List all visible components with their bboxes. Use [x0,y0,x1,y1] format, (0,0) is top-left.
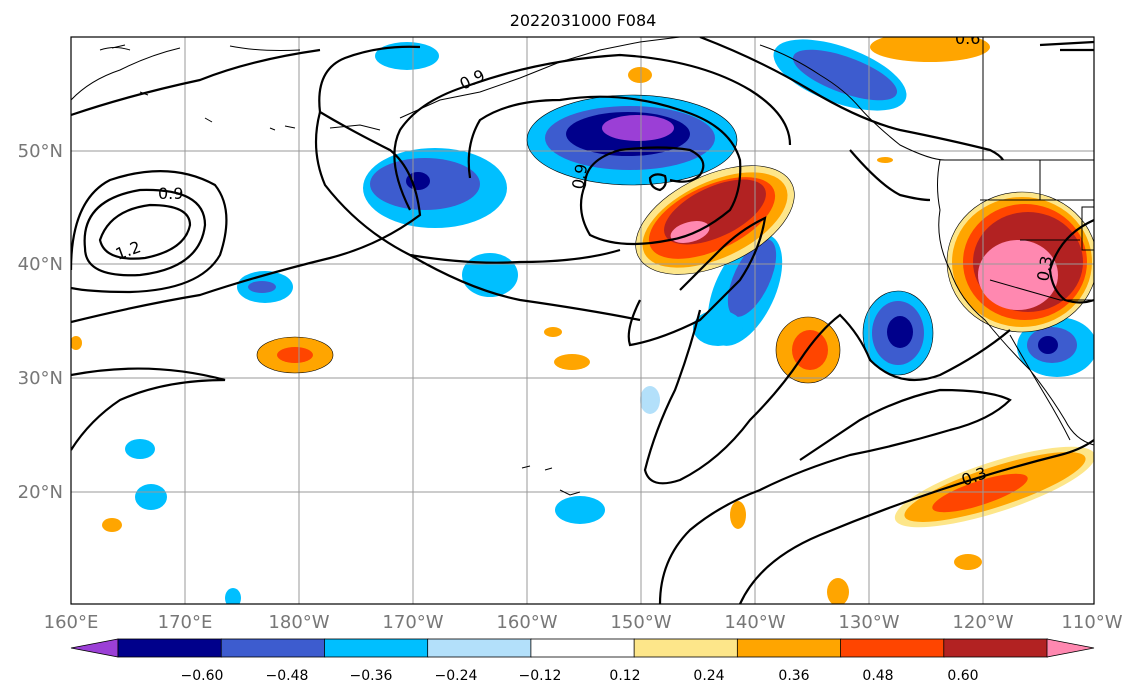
x-tick-label: 160°W [496,612,557,633]
contour-lines [71,37,1094,604]
x-axis-labels: 160°E 170°E 180°W 170°W 160°W 150°W 140°… [44,612,1123,633]
colorbar-tick-labels: −0.60 −0.48 −0.36 −0.24 −0.12 0.12 0.24 … [181,668,979,684]
x-tick-label: 170°W [382,612,443,633]
colorbar-tick-label: 0.36 [778,668,809,684]
colorbar-segment [530,638,636,658]
colorbar-tick-label: 0.48 [862,668,893,684]
gridlines [71,37,1094,604]
map-title: 2022031000 F084 [510,11,657,30]
contour-label: 0.9 [158,184,183,203]
colorbar-tick-label: 0.24 [693,668,724,684]
x-tick-label: 170°E [158,612,213,633]
colorbar-segment [324,638,429,658]
colorbar: −0.60 −0.48 −0.36 −0.24 −0.12 0.12 0.24 … [70,638,1095,684]
colorbar-segment [220,638,326,658]
colorbar-segment [427,638,532,658]
x-tick-label: 130°W [838,612,899,633]
colorbar-tick-label: −0.60 [181,668,224,684]
colorbar-segment [633,638,739,658]
colorbar-tick-label: 0.12 [609,668,640,684]
x-tick-label: 110°W [1061,612,1122,633]
colorbar-segment [1046,638,1095,658]
contour-label: 0.3 [1033,254,1056,282]
contour-label: 0.6 [955,29,980,48]
y-axis-labels: 50°N 40°N 30°N 20°N [18,141,63,503]
y-tick-label: 50°N [18,141,63,162]
y-tick-label: 40°N [18,254,63,275]
y-tick-label: 20°N [18,482,63,503]
colorbar-tick-label: −0.24 [435,668,478,684]
colorbar-tick-label: −0.36 [350,668,393,684]
colorbar-segment [943,638,1048,658]
colorbar-tick-label: −0.48 [266,668,309,684]
colorbar-segment [840,638,945,658]
x-tick-label: 160°E [44,612,99,633]
colorbar-segment [736,638,842,658]
y-tick-label: 30°N [18,368,63,389]
colorbar-segment [117,638,223,658]
x-tick-label: 140°W [724,612,785,633]
colorbar-segment [70,638,119,658]
colorbar-tick-label: −0.12 [519,668,562,684]
colorbar-tick-label: 0.60 [947,668,978,684]
x-tick-label: 120°W [952,612,1013,633]
x-tick-label: 180°W [268,612,329,633]
plot-frame [70,36,1095,605]
contour-label: 0.9 [568,162,591,190]
colorbar-segments [70,638,1095,658]
x-tick-label: 150°W [610,612,671,633]
coastlines [71,37,1094,496]
